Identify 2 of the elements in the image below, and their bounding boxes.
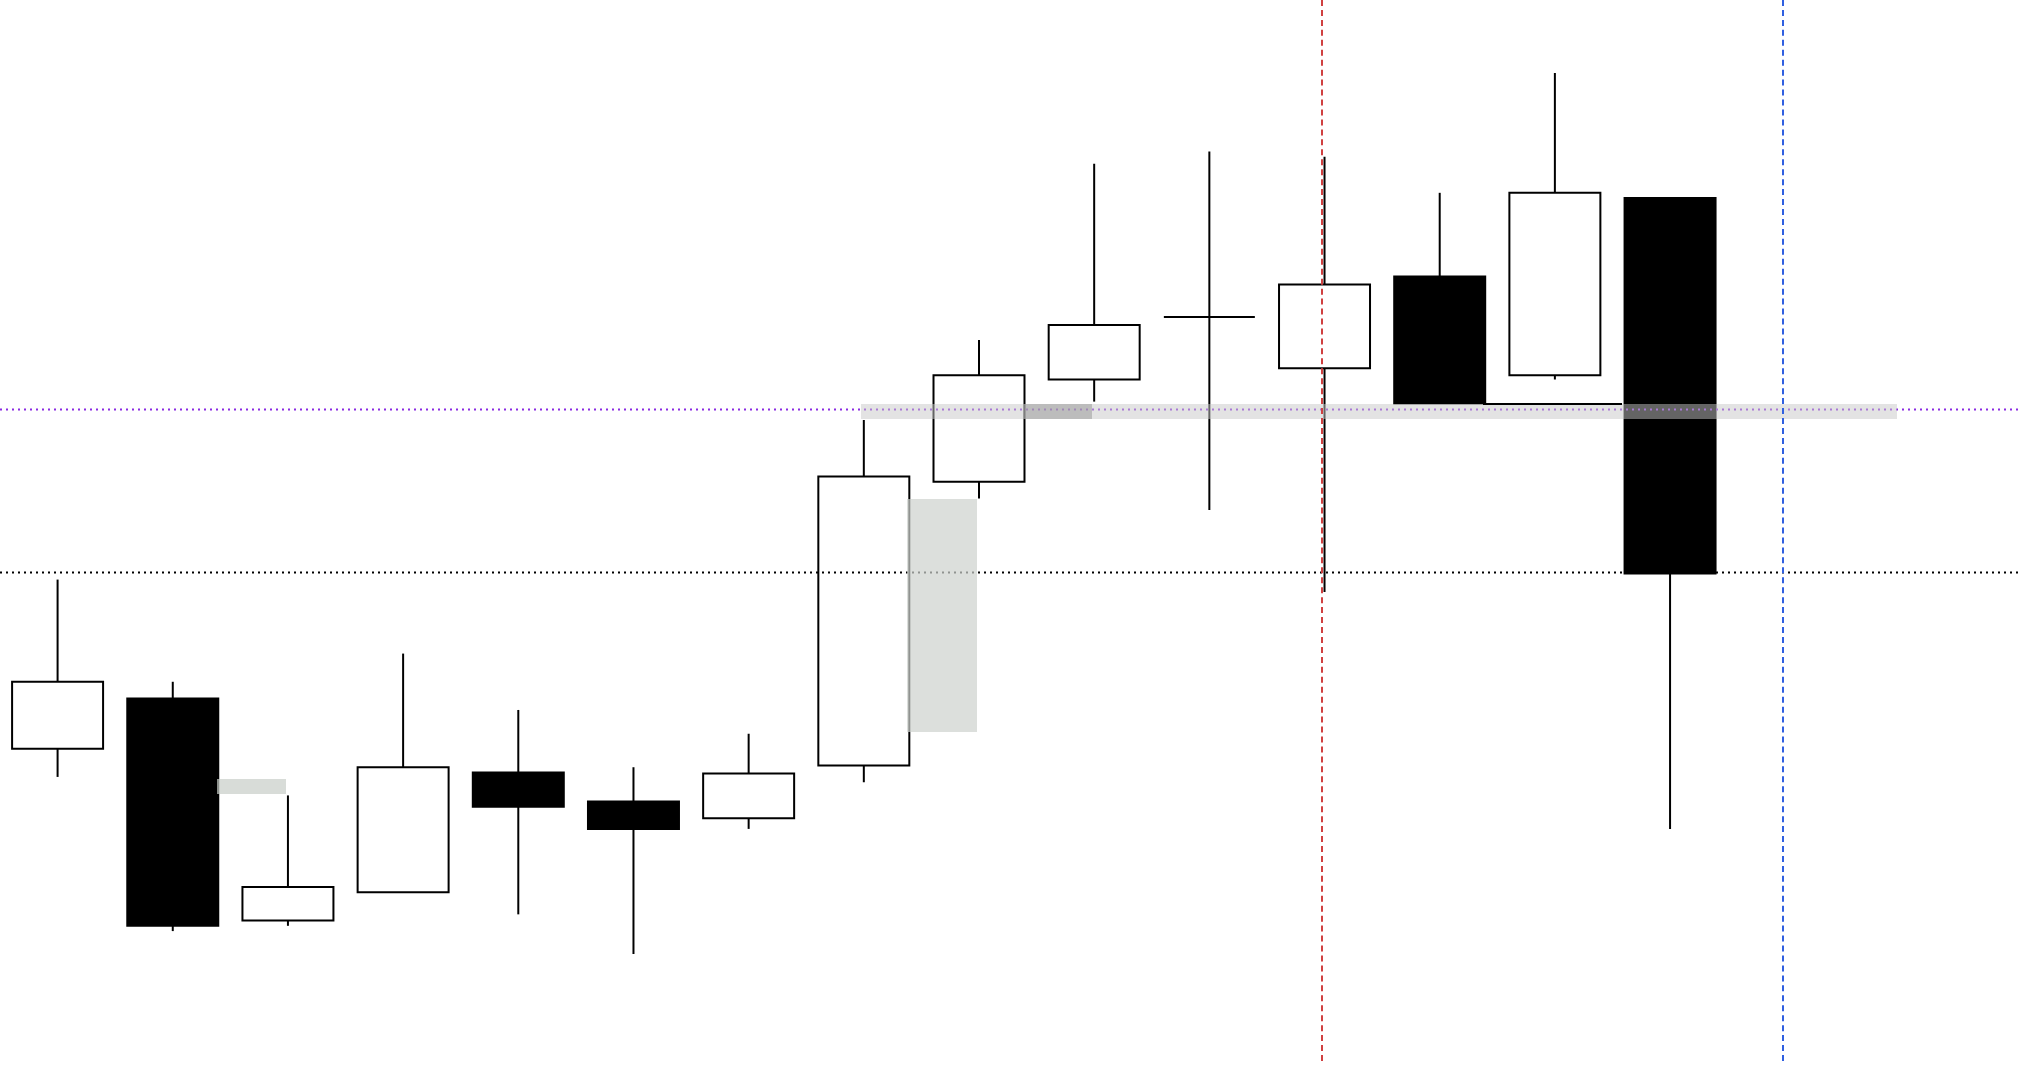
candlestick	[1162, 150, 1256, 511]
candlestick	[586, 766, 680, 955]
